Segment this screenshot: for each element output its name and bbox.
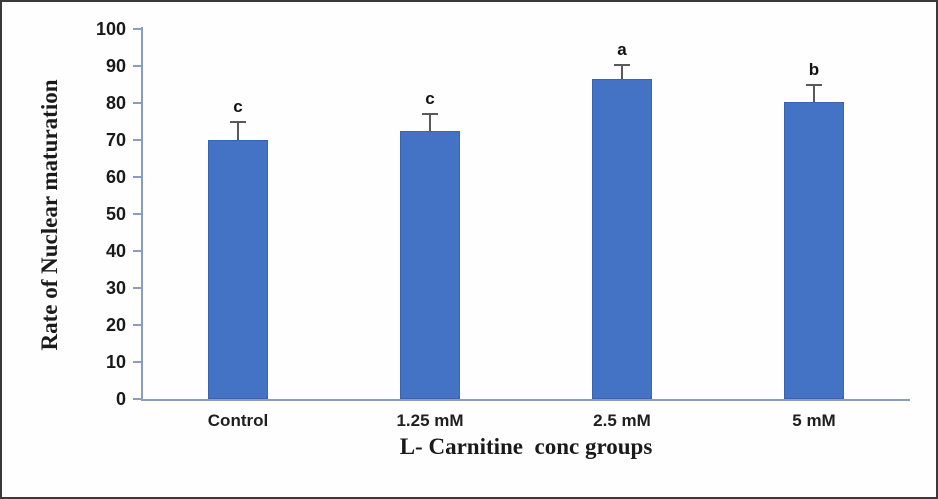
error-bar-cap (806, 83, 822, 86)
bar (592, 78, 652, 399)
y-tick-mark (133, 176, 141, 178)
bar (208, 140, 268, 399)
x-category-label: 5 mM (792, 411, 836, 430)
error-bar-line (621, 64, 623, 79)
y-tick-label: 20 (105, 315, 126, 335)
y-tick-mark (133, 287, 141, 289)
y-tick-label: 60 (105, 167, 126, 187)
y-tick-mark (133, 102, 141, 104)
y-tick-label: 50 (105, 204, 126, 224)
bar (784, 101, 844, 399)
x-category-label: 1.25 mM (396, 411, 464, 430)
y-tick-label: 10 (105, 352, 126, 372)
significance-letter: b (808, 59, 820, 79)
y-tick-label: 80 (105, 93, 126, 113)
error-bar-cap (614, 63, 630, 66)
y-tick-mark (133, 65, 141, 67)
significance-letter: c (425, 89, 435, 109)
x-category-label: Control (207, 411, 269, 430)
x-category-label: 2.5 mM (593, 411, 651, 430)
y-tick-mark (133, 398, 141, 400)
y-tick-label: 40 (105, 241, 126, 261)
y-tick-label: 0 (115, 389, 126, 409)
y-tick-label: 70 (105, 130, 126, 150)
error-bar-cap (422, 113, 438, 116)
x-axis-line (141, 399, 910, 401)
significance-letter: c (233, 96, 243, 116)
y-tick-mark (133, 324, 141, 326)
y-tick-mark (133, 139, 141, 141)
error-bar-line (237, 121, 239, 140)
y-tick-mark (133, 213, 141, 215)
y-tick-mark (133, 250, 141, 252)
error-bar-line (813, 84, 815, 102)
error-bar-line (429, 114, 431, 132)
y-tick-label: 90 (105, 56, 126, 76)
error-bar-cap (230, 120, 246, 123)
significance-letter: a (617, 39, 627, 59)
y-tick-label: 30 (105, 278, 126, 298)
y-tick-mark (133, 28, 141, 30)
y-axis-line (141, 27, 143, 400)
y-tick-label: 100 (95, 19, 126, 39)
bar (400, 131, 460, 399)
y-tick-mark (133, 361, 141, 363)
x-axis-title: L- Carnitine conc groups (399, 434, 653, 459)
